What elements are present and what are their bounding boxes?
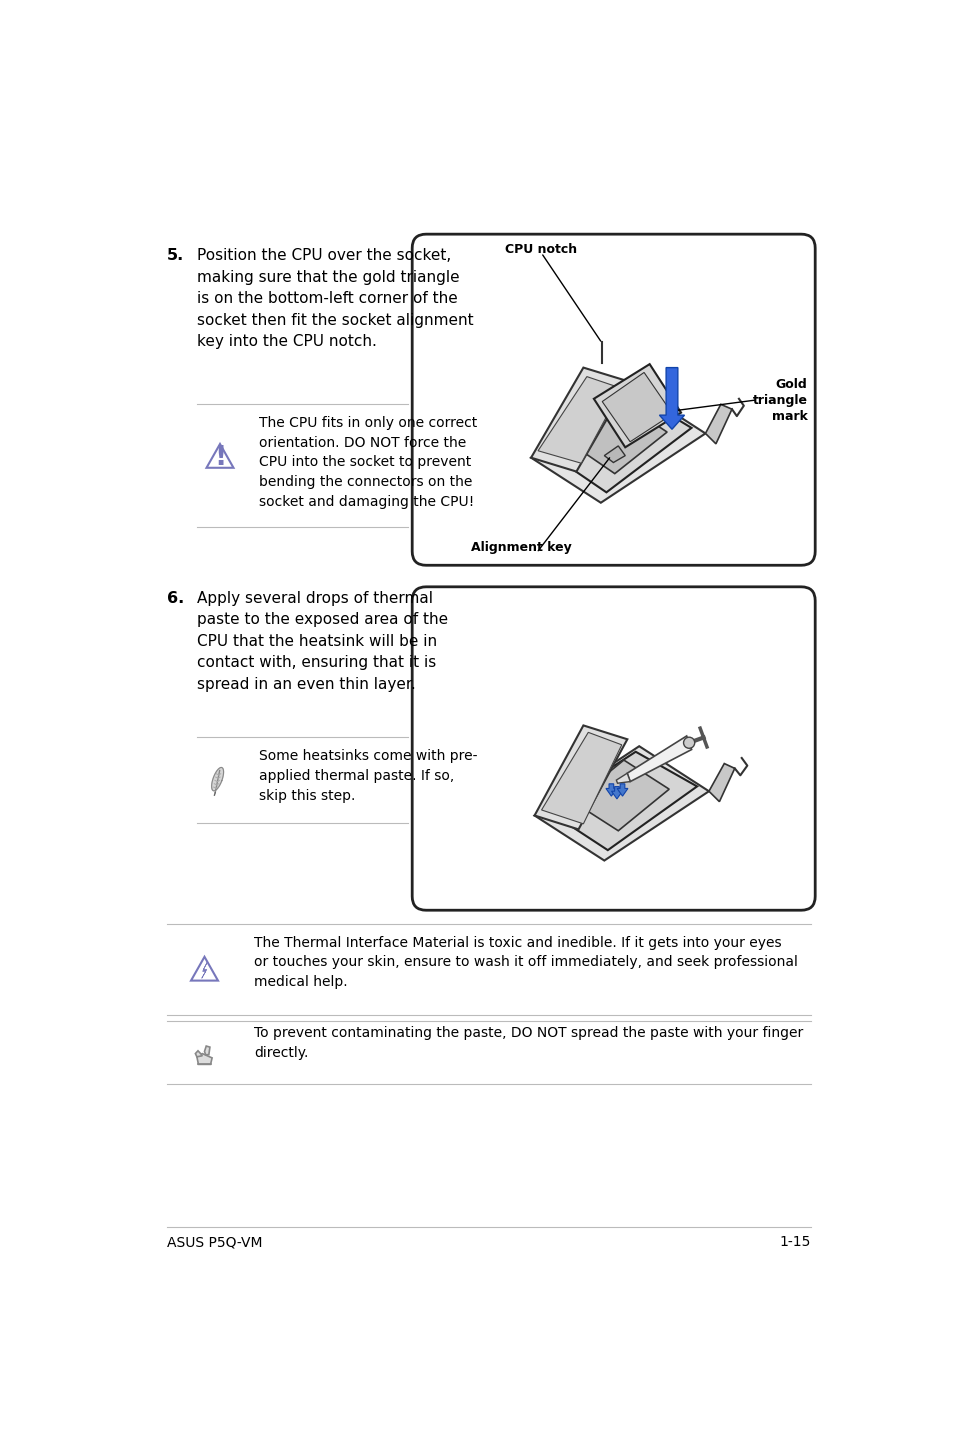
Polygon shape (616, 774, 630, 784)
Polygon shape (534, 746, 708, 860)
Text: The CPU fits in only one correct
orientation. DO NOT force the
CPU into the sock: The CPU fits in only one correct orienta… (258, 416, 476, 509)
Polygon shape (601, 372, 672, 441)
Text: 1-15: 1-15 (779, 1235, 810, 1250)
Circle shape (683, 738, 694, 748)
Text: 6.: 6. (167, 591, 184, 605)
Text: !: ! (213, 444, 226, 470)
Polygon shape (611, 787, 621, 800)
Polygon shape (548, 393, 691, 492)
Polygon shape (573, 761, 668, 831)
Polygon shape (191, 956, 217, 981)
FancyBboxPatch shape (412, 587, 815, 910)
Polygon shape (531, 368, 628, 472)
Text: CPU notch: CPU notch (504, 243, 577, 256)
Polygon shape (626, 736, 691, 782)
Polygon shape (546, 752, 697, 850)
Polygon shape (593, 364, 680, 447)
Polygon shape (212, 768, 223, 791)
Polygon shape (204, 1045, 210, 1054)
Text: The Thermal Interface Material is toxic and inedible. If it gets into your eyes
: The Thermal Interface Material is toxic … (253, 936, 797, 989)
Polygon shape (603, 446, 624, 463)
Text: To prevent contaminating the paste, DO NOT spread the paste with your finger
dir: To prevent contaminating the paste, DO N… (253, 1027, 802, 1060)
Polygon shape (708, 764, 734, 801)
Text: Position the CPU over the socket,
making sure that the gold triangle
is on the b: Position the CPU over the socket, making… (196, 247, 473, 349)
Polygon shape (201, 962, 207, 978)
Polygon shape (605, 784, 617, 797)
Polygon shape (531, 388, 704, 503)
Polygon shape (617, 784, 627, 797)
Polygon shape (704, 404, 731, 444)
Polygon shape (541, 732, 621, 824)
FancyBboxPatch shape (412, 234, 815, 565)
Polygon shape (206, 444, 233, 467)
Text: Apply several drops of thermal
paste to the exposed area of the
CPU that the hea: Apply several drops of thermal paste to … (196, 591, 447, 692)
Text: ASUS P5Q-VM: ASUS P5Q-VM (167, 1235, 262, 1250)
Polygon shape (537, 377, 621, 463)
Text: 5.: 5. (167, 247, 184, 263)
Polygon shape (195, 1051, 202, 1057)
Polygon shape (659, 368, 684, 430)
Polygon shape (574, 404, 666, 473)
Text: Alignment key: Alignment key (470, 542, 571, 555)
Text: Gold
triangle
mark: Gold triangle mark (752, 378, 806, 423)
Text: Some heatsinks come with pre-
applied thermal paste. If so,
skip this step.: Some heatsinks come with pre- applied th… (258, 749, 476, 802)
Polygon shape (196, 1054, 212, 1064)
Polygon shape (534, 725, 627, 830)
